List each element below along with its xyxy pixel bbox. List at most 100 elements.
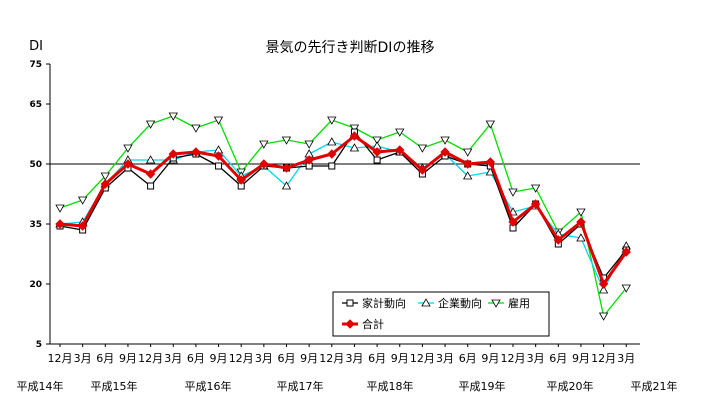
data-point-marker	[281, 181, 292, 190]
x-tick-label: 3月	[345, 352, 363, 365]
x-tick-label: 12月	[501, 352, 526, 365]
data-point-marker	[530, 184, 541, 193]
data-point-marker	[77, 221, 88, 231]
x-tick-label: 12月	[48, 352, 73, 365]
data-point-marker	[440, 147, 450, 157]
x-tick-label: 6月	[278, 352, 296, 365]
data-point-marker	[485, 120, 496, 129]
data-point-marker	[417, 165, 428, 175]
year-label: 平成14年	[17, 379, 64, 393]
y-tick-label: 75	[29, 60, 42, 70]
series-line	[59, 115, 627, 317]
data-point-marker	[304, 155, 314, 165]
data-point-marker	[327, 137, 337, 146]
x-tick-label: 12月	[229, 352, 254, 365]
y-axis-label: DI	[29, 39, 43, 54]
data-point-marker	[373, 156, 381, 164]
data-point-marker	[372, 136, 382, 145]
data-point-marker	[77, 196, 88, 205]
data-point-marker	[145, 169, 156, 179]
data-point-marker	[55, 219, 65, 229]
data-point-marker	[213, 151, 224, 161]
year-label: 平成20年	[547, 379, 594, 393]
data-point-marker	[598, 312, 609, 321]
data-point-marker	[259, 140, 269, 149]
data-point-marker	[598, 285, 609, 294]
x-tick-label: 9月	[391, 352, 409, 365]
data-point-marker	[621, 247, 631, 257]
data-point-marker	[147, 182, 155, 190]
data-point-marker	[213, 116, 224, 125]
data-point-marker	[191, 124, 201, 133]
x-tick-label: 6月	[368, 352, 386, 365]
legend-marker	[345, 319, 355, 329]
data-point-marker	[530, 199, 541, 209]
x-tick-label: 3月	[617, 352, 635, 365]
data-point-marker	[576, 233, 586, 242]
data-point-marker	[327, 116, 337, 125]
data-point-marker	[168, 112, 178, 121]
data-point-marker	[463, 171, 473, 180]
series-1	[56, 128, 630, 282]
chart-title: 景気の先行き判断DIの推移	[266, 40, 435, 56]
x-tick-label: 12月	[319, 352, 344, 365]
data-point-marker	[123, 144, 133, 153]
y-tick-label: 35	[29, 220, 42, 230]
data-point-marker	[168, 149, 178, 159]
year-label: 平成18年	[367, 379, 414, 393]
x-tick-label: 3月	[74, 352, 92, 365]
legend-label: 家計動向	[362, 296, 406, 310]
data-point-marker	[553, 235, 564, 245]
x-tick-label: 3月	[527, 352, 545, 365]
data-point-marker	[55, 204, 65, 213]
legend-marker	[421, 298, 431, 307]
data-point-marker	[463, 148, 473, 157]
data-point-marker	[145, 120, 156, 129]
x-tick-label: 6月	[549, 352, 567, 365]
x-tick-label: 12月	[591, 352, 616, 365]
series-4	[55, 131, 631, 289]
year-label: 平成17年	[277, 379, 324, 393]
x-tick-label: 12月	[410, 352, 435, 365]
x-tick-label: 6月	[187, 352, 205, 365]
data-point-marker	[191, 147, 201, 157]
x-tick-label: 9月	[119, 352, 137, 365]
x-tick-label: 6月	[459, 352, 477, 365]
data-point-marker	[485, 157, 496, 167]
x-tick-label: 9月	[572, 352, 590, 365]
year-label: 平成21年	[631, 379, 678, 393]
y-tick-label: 5	[36, 340, 42, 350]
x-tick-label: 3月	[436, 352, 454, 365]
series-layer	[55, 112, 631, 321]
data-point-marker	[462, 159, 473, 169]
legend-marker	[346, 299, 354, 307]
year-label: 平成16年	[185, 379, 232, 393]
data-point-marker	[328, 162, 336, 170]
x-tick-label: 3月	[164, 352, 182, 365]
data-point-marker	[372, 147, 382, 157]
data-point-marker	[576, 217, 586, 227]
year-label: 平成15年	[91, 379, 138, 393]
series-3	[55, 112, 631, 321]
data-point-marker	[349, 143, 360, 152]
data-point-marker	[417, 144, 428, 153]
x-tick-label: 6月	[96, 352, 114, 365]
legend-marker	[491, 299, 501, 308]
x-tick-label: 9月	[481, 352, 499, 365]
legend-label: 雇用	[508, 296, 530, 310]
data-point-marker	[349, 131, 360, 141]
year-label: 平成19年	[459, 379, 506, 393]
legend-box	[332, 291, 550, 337]
data-point-marker	[281, 136, 292, 145]
data-point-marker	[598, 279, 609, 289]
data-point-marker	[304, 140, 314, 149]
series-line	[59, 131, 627, 279]
data-point-marker	[327, 149, 337, 159]
data-point-marker	[236, 175, 246, 185]
data-point-marker	[259, 159, 269, 169]
data-point-marker	[215, 162, 223, 170]
data-point-marker	[145, 155, 156, 164]
